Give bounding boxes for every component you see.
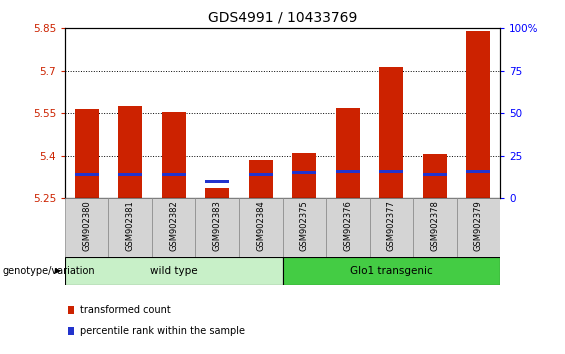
Text: GSM902376: GSM902376	[344, 201, 352, 251]
Bar	[68, 306, 74, 314]
Text: percentile rank within the sample: percentile rank within the sample	[80, 326, 245, 336]
Bar	[292, 153, 316, 198]
Bar	[118, 106, 142, 198]
Bar	[249, 160, 273, 198]
Bar	[118, 173, 142, 176]
Bar	[162, 173, 186, 176]
Bar	[162, 113, 186, 198]
Text: GSM902379: GSM902379	[474, 201, 483, 251]
Bar	[282, 198, 326, 257]
Text: GSM902377: GSM902377	[387, 201, 396, 251]
Text: transformed count: transformed count	[80, 305, 170, 315]
Bar	[65, 257, 282, 285]
Bar	[75, 173, 99, 176]
Bar	[205, 188, 229, 198]
Bar	[423, 173, 447, 176]
Text: GSM902375: GSM902375	[300, 201, 308, 251]
Bar	[65, 198, 108, 257]
Text: GSM902380: GSM902380	[82, 201, 91, 251]
Bar	[457, 198, 500, 257]
Bar	[108, 198, 152, 257]
Bar	[282, 257, 500, 285]
Bar	[379, 67, 403, 198]
Bar	[370, 198, 413, 257]
Text: genotype/variation: genotype/variation	[3, 266, 95, 276]
Bar	[423, 154, 447, 198]
Bar	[152, 198, 195, 257]
Text: GSM902383: GSM902383	[213, 201, 221, 251]
Bar	[239, 198, 282, 257]
Bar	[75, 109, 99, 198]
Text: GSM902378: GSM902378	[431, 201, 439, 251]
Text: GSM902381: GSM902381	[126, 201, 134, 251]
Text: wild type: wild type	[150, 266, 198, 276]
Bar	[336, 108, 360, 198]
Bar	[292, 171, 316, 174]
Bar	[336, 170, 360, 173]
Text: GSM902382: GSM902382	[170, 201, 178, 251]
Title: GDS4991 / 10433769: GDS4991 / 10433769	[208, 10, 357, 24]
Bar	[466, 31, 490, 198]
Bar	[413, 198, 457, 257]
Bar	[249, 173, 273, 176]
Bar	[205, 180, 229, 183]
Bar	[195, 198, 239, 257]
Text: GSM902384: GSM902384	[257, 201, 265, 251]
Bar	[68, 327, 74, 335]
Bar	[466, 170, 490, 173]
Bar	[379, 170, 403, 173]
Bar	[326, 198, 370, 257]
Text: Glo1 transgenic: Glo1 transgenic	[350, 266, 433, 276]
